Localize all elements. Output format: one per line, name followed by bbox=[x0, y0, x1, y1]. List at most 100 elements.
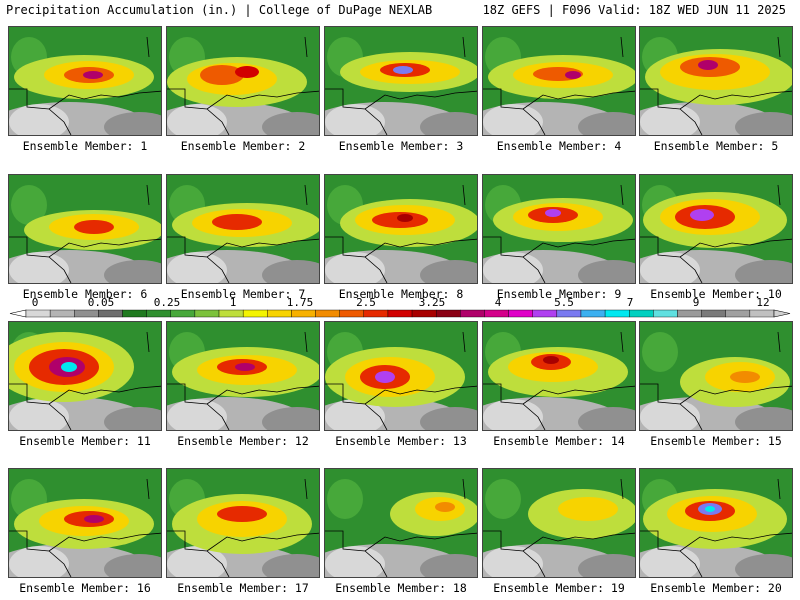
colorbar-segment bbox=[677, 309, 702, 318]
ensemble-member-map bbox=[639, 26, 793, 136]
ensemble-member-map bbox=[482, 468, 636, 578]
ensemble-member-map bbox=[166, 321, 320, 431]
ensemble-member-map bbox=[482, 26, 636, 136]
colorbar-tick-label: 12 bbox=[756, 296, 770, 309]
ensemble-member-map bbox=[324, 174, 478, 284]
precip-field bbox=[9, 27, 161, 135]
colorbar-segment bbox=[629, 309, 654, 318]
map-boundaries bbox=[167, 184, 319, 283]
colorbar-segment bbox=[532, 309, 558, 318]
colorbar-segment bbox=[387, 309, 413, 318]
colorbar-segment bbox=[435, 309, 461, 318]
ensemble-member-map bbox=[8, 321, 162, 431]
ensemble-member-label: Ensemble Member: 8 bbox=[338, 287, 464, 301]
colorbar-segment bbox=[484, 309, 509, 318]
ensemble-member-map bbox=[8, 174, 162, 284]
colorbar-tick-label: 0 bbox=[31, 296, 39, 309]
ensemble-member-map bbox=[166, 26, 320, 136]
map-boundaries bbox=[325, 184, 477, 283]
ensemble-member-map bbox=[482, 174, 636, 284]
colorbar-segment bbox=[98, 309, 123, 318]
map-boundaries bbox=[325, 36, 477, 135]
colorbar-segment bbox=[701, 309, 726, 318]
colorbar-tick-label: 2.5 bbox=[356, 296, 376, 309]
colorbar-segment bbox=[315, 309, 340, 318]
map-boundaries bbox=[640, 478, 792, 577]
colorbar-segment bbox=[604, 309, 630, 318]
ensemble-member-map bbox=[639, 321, 793, 431]
ensemble-member-label: Ensemble Member: 5 bbox=[653, 139, 779, 153]
map-boundaries bbox=[483, 36, 635, 135]
precip-field bbox=[640, 27, 792, 135]
model-run-info: 18Z GEFS | F096 Valid: 18Z WED JUN 11 20… bbox=[482, 3, 786, 17]
precip-field bbox=[167, 322, 319, 430]
map-boundaries bbox=[640, 184, 792, 283]
colorbar-tick-label: 7 bbox=[626, 296, 634, 309]
map-boundaries bbox=[9, 478, 161, 577]
ensemble-member-label: Ensemble Member: 4 bbox=[496, 139, 622, 153]
ensemble-member-map bbox=[324, 468, 478, 578]
colorbar-tick-label: 3.25 bbox=[418, 296, 446, 309]
colorbar-segment bbox=[725, 309, 751, 318]
colorbar-segment bbox=[267, 309, 292, 318]
colorbar-segment bbox=[411, 309, 437, 318]
ensemble-member-map bbox=[166, 468, 320, 578]
precip-field bbox=[640, 322, 792, 430]
ensemble-member-map bbox=[639, 174, 793, 284]
ensemble-member-label: Ensemble Member: 3 bbox=[338, 139, 464, 153]
precip-field bbox=[167, 27, 319, 135]
colorbar-tick-label: 0.25 bbox=[153, 296, 181, 309]
colorbar-tick-label: 5.5 bbox=[554, 296, 574, 309]
precip-field bbox=[9, 322, 161, 430]
ensemble-member-map bbox=[8, 468, 162, 578]
ensemble-member-label: Ensemble Member: 16 bbox=[19, 581, 151, 595]
ensemble-member-label: Ensemble Member: 20 bbox=[650, 581, 782, 595]
ensemble-member-map bbox=[166, 174, 320, 284]
precip-field bbox=[9, 175, 161, 283]
ensemble-member-label: Ensemble Member: 12 bbox=[177, 434, 309, 448]
colorbar-segment bbox=[363, 309, 389, 318]
precip-field bbox=[325, 175, 477, 283]
precip-field bbox=[9, 469, 161, 577]
ensemble-member-label: Ensemble Member: 18 bbox=[335, 581, 467, 595]
precip-field bbox=[325, 27, 477, 135]
precip-field bbox=[325, 469, 477, 577]
precip-field bbox=[167, 175, 319, 283]
colorbar-tick-label: 1.75 bbox=[286, 296, 314, 309]
precipitation-colorbar bbox=[9, 309, 791, 318]
colorbar-tick-label: 9 bbox=[692, 296, 700, 309]
map-boundaries bbox=[483, 478, 635, 577]
colorbar-segment bbox=[49, 309, 75, 318]
map-boundaries bbox=[9, 36, 161, 135]
colorbar-segment bbox=[460, 309, 485, 318]
colorbar-segment bbox=[25, 309, 51, 318]
map-boundaries bbox=[483, 331, 635, 430]
colorbar-segment bbox=[170, 309, 196, 318]
colorbar-segment bbox=[194, 309, 220, 318]
map-boundaries bbox=[325, 331, 477, 430]
ensemble-member-label: Ensemble Member: 6 bbox=[22, 287, 148, 301]
map-boundaries bbox=[325, 478, 477, 577]
precip-field bbox=[640, 175, 792, 283]
map-boundaries bbox=[640, 331, 792, 430]
colorbar-segment bbox=[218, 309, 244, 318]
ensemble-member-label: Ensemble Member: 17 bbox=[177, 581, 309, 595]
ensemble-member-label: Ensemble Member: 14 bbox=[493, 434, 625, 448]
colorbar-segment bbox=[242, 309, 268, 318]
map-boundaries bbox=[640, 36, 792, 135]
ensemble-member-label: Ensemble Member: 10 bbox=[650, 287, 782, 301]
ensemble-member-label: Ensemble Member: 1 bbox=[22, 139, 148, 153]
ensemble-member-label: Ensemble Member: 2 bbox=[180, 139, 306, 153]
colorbar-segment bbox=[122, 309, 147, 318]
map-boundaries bbox=[167, 331, 319, 430]
colorbar-segment bbox=[580, 309, 606, 318]
ensemble-member-label: Ensemble Member: 15 bbox=[650, 434, 782, 448]
colorbar-segment bbox=[339, 309, 365, 318]
colorbar-tick-label: 0.05 bbox=[87, 296, 115, 309]
colorbar-tick-label: 1 bbox=[229, 296, 237, 309]
precip-field bbox=[483, 469, 635, 577]
precip-field bbox=[483, 175, 635, 283]
ensemble-member-map bbox=[324, 26, 478, 136]
colorbar-segment bbox=[749, 309, 775, 318]
map-boundaries bbox=[167, 36, 319, 135]
